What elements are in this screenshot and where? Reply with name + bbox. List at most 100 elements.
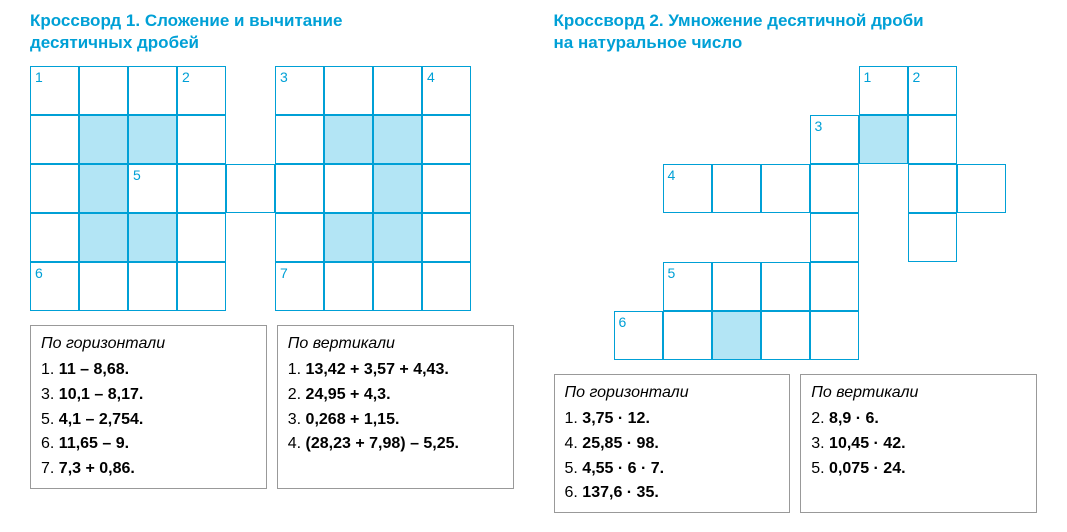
clue-text: 4,55 · 6 · 7. <box>582 460 664 477</box>
clue-text: 10,45 · 42. <box>829 435 906 452</box>
crossword-cell[interactable] <box>128 115 177 164</box>
crossword-cell[interactable] <box>324 262 373 311</box>
crossword-cell[interactable] <box>908 164 957 213</box>
crossword-cell[interactable] <box>373 66 422 115</box>
crossword-cell[interactable] <box>324 164 373 213</box>
crossword-cell <box>957 262 1006 311</box>
clue-number: 3. <box>41 386 59 403</box>
crossword-cell[interactable]: 4 <box>422 66 471 115</box>
crossword-cell[interactable] <box>761 164 810 213</box>
crossword-cell[interactable]: 2 <box>177 66 226 115</box>
clue-item: 4. 25,85 · 98. <box>565 432 780 457</box>
clue-item: 5. 0,075 · 24. <box>811 457 1026 482</box>
cell-number: 2 <box>182 69 190 85</box>
crossword-cell[interactable] <box>79 66 128 115</box>
crossword-cell[interactable] <box>177 262 226 311</box>
crossword-cell[interactable] <box>957 164 1006 213</box>
clue-item: 7. 7,3 + 0,86. <box>41 457 256 482</box>
clue-item: 1. 13,42 + 3,57 + 4,43. <box>288 358 503 383</box>
clue-text: 10,1 – 8,17. <box>59 386 144 403</box>
crossword-cell[interactable] <box>324 115 373 164</box>
crossword-cell[interactable] <box>422 262 471 311</box>
crossword-cell[interactable] <box>275 164 324 213</box>
crossword-cell[interactable] <box>373 262 422 311</box>
clue-item: 2. 8,9 · 6. <box>811 407 1026 432</box>
crossword-cell[interactable] <box>810 164 859 213</box>
cell-number: 4 <box>668 167 676 183</box>
clue-text: 8,9 · 6. <box>829 410 879 427</box>
crossword-cell[interactable] <box>177 115 226 164</box>
crossword-cell[interactable] <box>373 213 422 262</box>
crossword-cell[interactable] <box>324 66 373 115</box>
crossword-cell[interactable] <box>324 213 373 262</box>
crossword-cell[interactable] <box>859 115 908 164</box>
crossword-cell[interactable] <box>422 164 471 213</box>
crossword-cell[interactable] <box>663 311 712 360</box>
crossword-cell <box>614 66 663 115</box>
crossword-cell[interactable]: 7 <box>275 262 324 311</box>
puzzle-1: Кроссворд 1. Сложение и вычитание десяти… <box>30 10 514 513</box>
crossword-cell[interactable]: 2 <box>908 66 957 115</box>
clue-text: 7,3 + 0,86. <box>59 460 135 477</box>
crossword-cell[interactable] <box>373 164 422 213</box>
crossword-cell[interactable] <box>226 164 275 213</box>
crossword-cell[interactable] <box>373 115 422 164</box>
cell-number: 2 <box>913 69 921 85</box>
crossword-cell[interactable]: 1 <box>859 66 908 115</box>
clue-item: 6. 137,6 · 35. <box>565 481 780 506</box>
crossword-cell[interactable] <box>810 262 859 311</box>
crossword-cell <box>712 66 761 115</box>
crossword-cell[interactable]: 1 <box>30 66 79 115</box>
crossword-cell <box>663 115 712 164</box>
clue-text: 0,075 · 24. <box>829 460 906 477</box>
crossword-cell <box>614 115 663 164</box>
crossword-cell[interactable]: 6 <box>30 262 79 311</box>
crossword-cell <box>226 262 275 311</box>
crossword-cell <box>712 115 761 164</box>
crossword-cell <box>226 213 275 262</box>
crossword-cell[interactable] <box>275 213 324 262</box>
crossword-cell <box>614 213 663 262</box>
puzzle-1-grid-wrap: 1 2 3 4 56 7 <box>30 66 514 311</box>
crossword-cell[interactable] <box>177 213 226 262</box>
crossword-cell[interactable]: 3 <box>275 66 324 115</box>
cell-number: 3 <box>280 69 288 85</box>
crossword-cell[interactable]: 5 <box>128 164 177 213</box>
crossword-cell[interactable] <box>79 115 128 164</box>
crossword-cell[interactable]: 6 <box>614 311 663 360</box>
crossword-cell[interactable] <box>908 213 957 262</box>
crossword-cell[interactable] <box>177 164 226 213</box>
crossword-cell[interactable] <box>422 115 471 164</box>
crossword-cell <box>957 66 1006 115</box>
clue-number: 6. <box>565 484 583 501</box>
crossword-cell[interactable] <box>128 262 177 311</box>
clues-header: По горизонтали <box>565 381 780 406</box>
cell-number: 3 <box>815 118 823 134</box>
crossword-cell[interactable] <box>128 66 177 115</box>
crossword-cell[interactable] <box>79 262 128 311</box>
puzzle-2: Кроссворд 2. Умножение десятичной дроби … <box>554 10 1038 513</box>
crossword-cell[interactable] <box>712 311 761 360</box>
crossword-cell[interactable] <box>30 213 79 262</box>
crossword-cell[interactable] <box>30 164 79 213</box>
cell-number: 6 <box>619 314 627 330</box>
crossword-cell[interactable]: 3 <box>810 115 859 164</box>
crossword-cell[interactable] <box>810 213 859 262</box>
crossword-cell[interactable] <box>275 115 324 164</box>
crossword-cell[interactable] <box>810 311 859 360</box>
crossword-cell[interactable] <box>712 164 761 213</box>
crossword-cell[interactable] <box>761 311 810 360</box>
crossword-cell[interactable] <box>422 213 471 262</box>
clue-item: 5. 4,55 · 6 · 7. <box>565 457 780 482</box>
crossword-cell[interactable] <box>908 115 957 164</box>
crossword-cell[interactable]: 5 <box>663 262 712 311</box>
crossword-cell[interactable] <box>30 115 79 164</box>
crossword-cell[interactable] <box>712 262 761 311</box>
crossword-cell[interactable] <box>128 213 177 262</box>
clue-item: 3. 10,1 – 8,17. <box>41 383 256 408</box>
crossword-cell[interactable] <box>761 262 810 311</box>
crossword-cell[interactable] <box>79 213 128 262</box>
clue-text: 25,85 · 98. <box>582 435 659 452</box>
crossword-cell[interactable] <box>79 164 128 213</box>
crossword-cell[interactable]: 4 <box>663 164 712 213</box>
